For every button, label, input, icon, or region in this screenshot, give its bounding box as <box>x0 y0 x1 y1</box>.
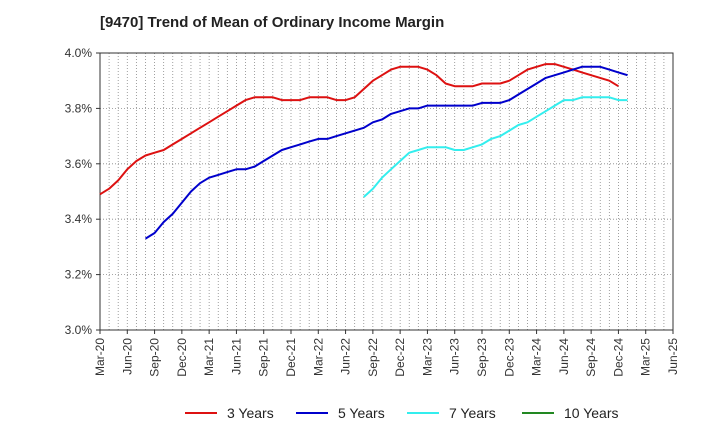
series-line-7-years <box>363 96 628 198</box>
x-tick-label: Jun-20 <box>120 338 134 375</box>
legend-swatch-10-years <box>522 412 554 414</box>
x-tick-label: Dec-22 <box>393 338 407 377</box>
x-tick-label: Mar-25 <box>639 338 653 376</box>
legend-label-3-years: 3 Years <box>227 405 274 421</box>
x-tick-label: Dec-20 <box>175 338 189 377</box>
plot-frame <box>99 52 674 331</box>
x-tick-label: Mar-23 <box>420 338 434 376</box>
y-tick-label: 3.8% <box>65 101 93 115</box>
y-tick-label: 4.0% <box>65 46 93 60</box>
x-tick-label: Mar-24 <box>530 338 544 376</box>
legend-label-5-years: 5 Years <box>338 405 385 421</box>
legend-item-5-years: 5 Years <box>296 405 385 421</box>
legend-item-3-years: 3 Years <box>185 405 274 421</box>
series-line-3-years <box>99 63 619 196</box>
series-line-5-years <box>144 65 628 240</box>
axis-layer: 3.0% 3.2% 3.4% 3.6% 3.8% 4.0% Mar-20 Jun-20 Sep-… <box>65 46 680 377</box>
x-tick-label: Sep-22 <box>366 338 380 377</box>
x-tick-label: Jun-23 <box>448 338 462 375</box>
x-tick-label: Mar-21 <box>202 338 216 376</box>
y-tick-label: 3.2% <box>65 268 93 282</box>
x-tick-label: Sep-20 <box>148 338 162 377</box>
chart-title: [9470] Trend of Mean of Ordinary Income … <box>100 14 445 31</box>
x-tick-label: Sep-23 <box>475 338 489 377</box>
legend-item-10-years: 10 Years <box>522 405 619 421</box>
legend-swatch-5-years <box>296 412 328 414</box>
y-tick-label: 3.6% <box>65 157 93 171</box>
x-tick-label: Mar-20 <box>93 338 107 376</box>
grid-layer <box>100 53 673 330</box>
legend-item-7-years: 7 Years <box>407 405 496 421</box>
x-tick-label: Jun-21 <box>229 338 243 375</box>
x-tick-label: Sep-21 <box>257 338 271 377</box>
y-tick-label: 3.4% <box>65 212 93 226</box>
legend-swatch-3-years <box>185 412 217 414</box>
x-tick-label: Dec-21 <box>284 338 298 377</box>
legend-label-10-years: 10 Years <box>564 405 619 421</box>
x-tick-label: Jun-25 <box>666 338 680 375</box>
x-tick-label: Sep-24 <box>584 338 598 377</box>
legend-swatch-7-years <box>407 412 439 414</box>
legend: 3 Years 5 Years 7 Years 10 Years <box>0 405 720 425</box>
x-tick-label: Jun-22 <box>339 338 353 375</box>
y-tick-label: 3.0% <box>65 323 93 337</box>
legend-label-7-years: 7 Years <box>449 405 496 421</box>
series-layer <box>99 63 628 240</box>
x-tick-label: Dec-23 <box>502 338 516 377</box>
x-tick-label: Jun-24 <box>557 338 571 375</box>
x-tick-label: Dec-24 <box>611 338 625 377</box>
x-tick-label: Mar-22 <box>311 338 325 376</box>
